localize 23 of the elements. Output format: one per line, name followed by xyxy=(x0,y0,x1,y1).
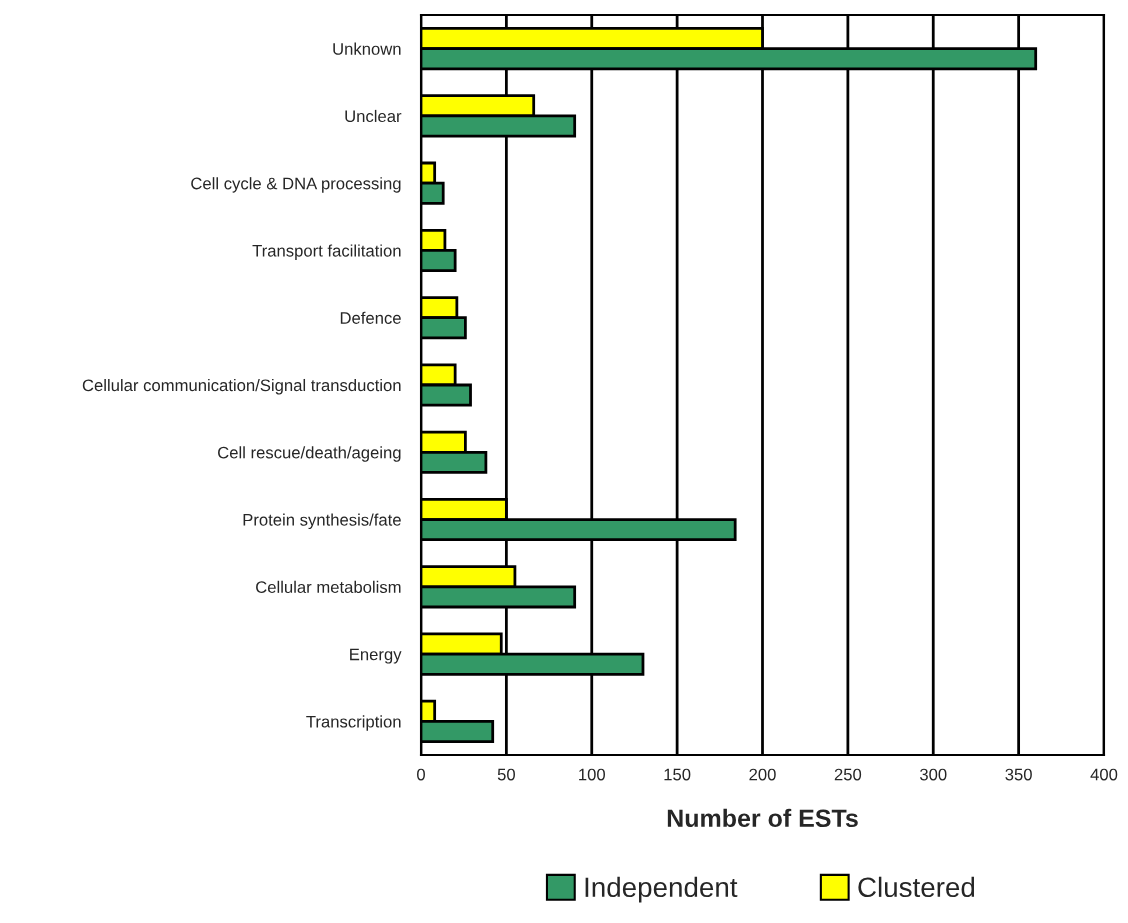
y-tick-label: Cell cycle & DNA processing xyxy=(191,177,401,193)
x-tick-label: 0 xyxy=(417,768,425,781)
y-tick-label: Unknown xyxy=(333,42,401,55)
y-tick-label: Cellular communication/Signal transduction xyxy=(82,378,401,395)
x-tick-label: 300 xyxy=(919,768,947,781)
x-tick-label: 250 xyxy=(834,768,862,781)
y-tick-label: Unclear xyxy=(345,109,402,123)
x-tick-label: 100 xyxy=(579,768,605,781)
y-tick-label: Cell rescue/death/ageing xyxy=(218,446,401,462)
legend-label: Clustered xyxy=(858,876,975,898)
y-tick-label: Protein synthesis/fate xyxy=(243,513,401,530)
x-axis-title: Number of ESTs xyxy=(667,808,858,828)
x-tick-label: 150 xyxy=(664,768,691,781)
y-tick-label: Cellular metabolism xyxy=(256,580,401,594)
x-tick-label: 200 xyxy=(749,768,776,781)
y-tick-label: Energy xyxy=(350,648,402,664)
x-tick-label: 400 xyxy=(1090,768,1118,781)
y-tick-label: Transport facilitation xyxy=(252,244,401,260)
legend-label: Independent xyxy=(585,876,738,903)
x-tick-label: 50 xyxy=(497,768,515,781)
x-tick-label: 350 xyxy=(1005,768,1032,781)
y-tick-label: Defence xyxy=(340,311,401,324)
y-tick-label: Transcription xyxy=(306,715,401,731)
